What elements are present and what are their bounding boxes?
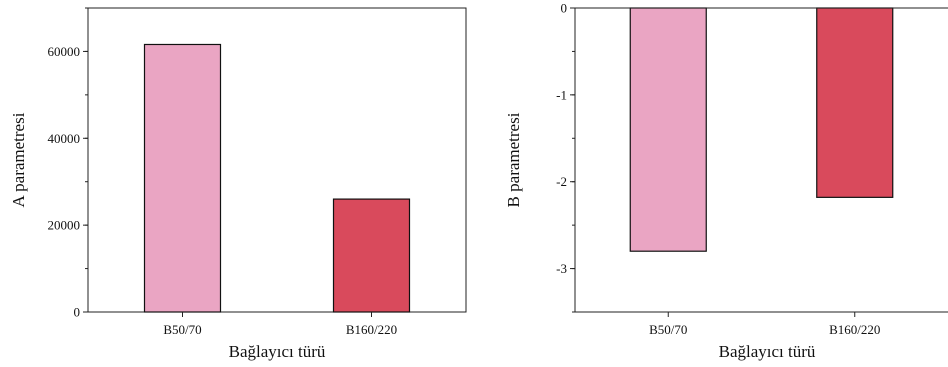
chart-b-x-ticks: B50/70 B160/220 bbox=[649, 312, 880, 337]
chart-a-y-ticks: 0 20000 40000 60000 bbox=[48, 7, 88, 320]
bar-b50-70 bbox=[629, 7, 707, 252]
bar-b50-70 bbox=[143, 43, 222, 313]
chart-b-x-axis-label: Bağlayıcı türü bbox=[719, 342, 816, 361]
y-tick-label: 60000 bbox=[48, 44, 81, 59]
chart-a-x-axis-label: Bağlayıcı türü bbox=[229, 342, 326, 361]
chart-b-y-axis-label: B parametresi bbox=[504, 112, 523, 207]
x-tick-label: B160/220 bbox=[346, 322, 397, 337]
x-tick-label: B160/220 bbox=[829, 322, 880, 337]
y-tick-label: 20000 bbox=[48, 218, 81, 233]
chart-a-parameter: 0 20000 40000 60000 B50/70 B160/220 Bağlayıc… bbox=[9, 7, 467, 361]
bar-b160-220 bbox=[816, 7, 894, 198]
chart-a-plot-frame bbox=[87, 7, 467, 313]
y-tick-label: -2 bbox=[556, 174, 567, 189]
chart-a-bars bbox=[143, 43, 411, 313]
chart-b-parameter: 0 -1 -2 -3 B50/70 B160/220 Bağlayıcı türü B … bbox=[504, 1, 948, 361]
y-tick-label: -3 bbox=[556, 261, 567, 276]
bar-b160-220 bbox=[332, 198, 411, 313]
chart-b-bars bbox=[629, 7, 894, 252]
y-tick-label: 0 bbox=[561, 1, 568, 16]
chart-a-y-axis-label: A parametresi bbox=[9, 112, 28, 207]
chart-b-y-ticks: 0 -1 -2 -3 bbox=[556, 1, 575, 313]
x-tick-label: B50/70 bbox=[649, 322, 687, 337]
y-tick-label: 40000 bbox=[48, 131, 81, 146]
y-tick-label: 0 bbox=[74, 305, 81, 320]
y-tick-label: -1 bbox=[556, 87, 567, 102]
chart-a-x-ticks: B50/70 B160/220 bbox=[163, 312, 397, 337]
x-tick-label: B50/70 bbox=[163, 322, 201, 337]
